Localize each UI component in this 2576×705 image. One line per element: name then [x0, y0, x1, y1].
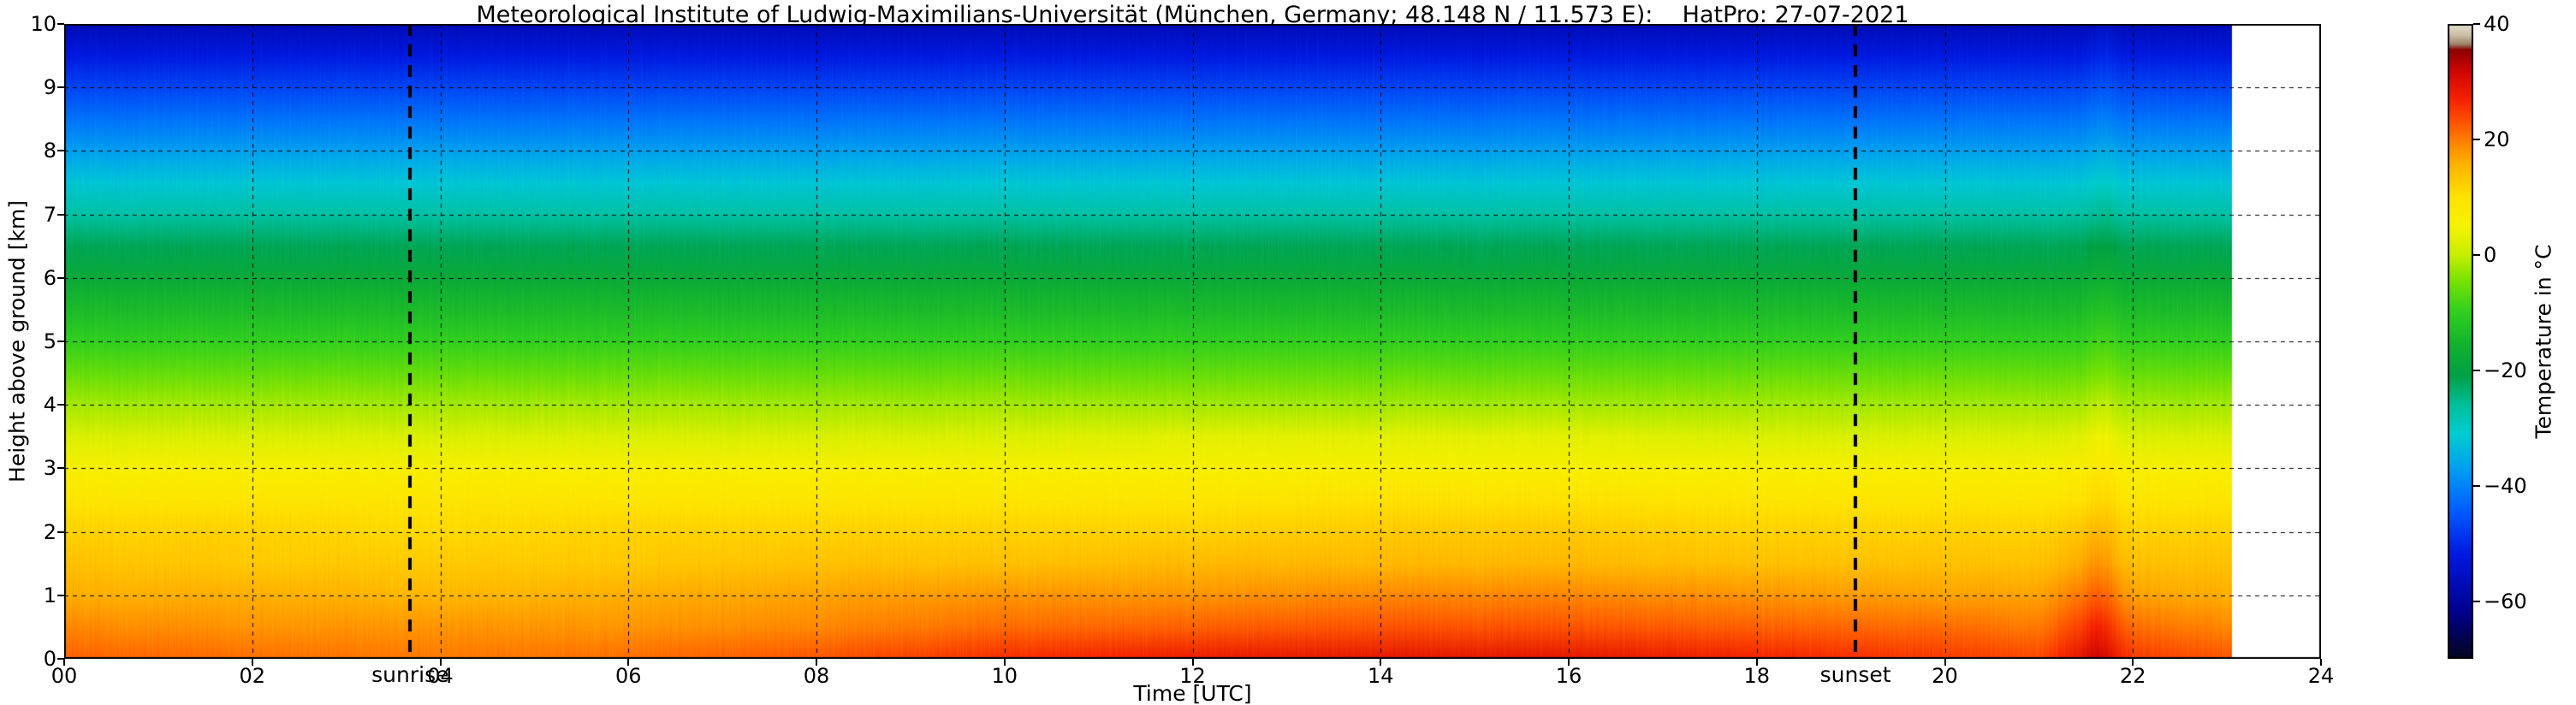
y-tick-mark [57, 404, 64, 406]
y-tick-mark [57, 86, 64, 89]
heatmap-canvas [64, 24, 2321, 659]
x-tick-mark [439, 659, 442, 666]
x-tick-label: 22 [2119, 664, 2146, 688]
x-tick-label: 20 [1932, 664, 1958, 688]
x-tick-label: 08 [803, 664, 830, 688]
x-tick-mark [2320, 659, 2322, 666]
y-tick-label: 7 [43, 202, 56, 227]
y-tick-mark [57, 530, 64, 533]
y-tick-mark [57, 467, 64, 470]
colorbar-tick-label: 20 [2484, 127, 2510, 151]
colorbar-tick-label: −40 [2484, 473, 2527, 498]
x-tick-label: 10 [991, 664, 1018, 688]
chart-title: Meteorological Institute of Ludwig-Maxim… [476, 2, 1909, 28]
y-tick-label: 9 [43, 75, 56, 100]
x-tick-mark [251, 659, 253, 666]
x-tick-mark [1191, 659, 1194, 666]
y-tick-label: 6 [43, 265, 56, 290]
y-tick-label: 3 [43, 456, 56, 481]
colorbar-tick-label: −20 [2484, 358, 2527, 382]
x-tick-mark [1003, 659, 1006, 666]
y-tick-label: 0 [43, 647, 56, 671]
x-tick-mark [63, 659, 65, 666]
x-tick-label: 12 [1179, 664, 1206, 688]
colorbar-tick-mark [2473, 369, 2480, 371]
colorbar-tick-mark [2473, 600, 2480, 602]
colorbar-label: Temperature in °C [2531, 244, 2556, 439]
x-tick-mark [1568, 659, 1570, 666]
y-tick-mark [57, 658, 64, 660]
x-tick-label: 06 [614, 664, 642, 688]
sunrise-label: sunrise [371, 662, 449, 687]
colorbar-tick-mark [2473, 23, 2480, 25]
x-tick-label: 18 [1743, 664, 1771, 688]
x-tick-mark [1755, 659, 1758, 666]
y-tick-label: 1 [43, 583, 56, 607]
x-tick-label: 24 [2307, 664, 2335, 688]
x-tick-label: 16 [1555, 664, 1582, 688]
colorbar-tick-label: 0 [2484, 242, 2497, 267]
x-tick-label: 00 [50, 664, 78, 688]
x-tick-mark [1380, 659, 1382, 666]
colorbar-canvas [2448, 24, 2473, 659]
colorbar-tick-mark [2473, 484, 2480, 487]
x-tick-mark [2132, 659, 2134, 666]
colorbar-tick-label: 40 [2484, 12, 2510, 36]
x-tick-mark [627, 659, 630, 666]
colorbar-tick-label: −60 [2484, 589, 2527, 613]
y-tick-mark [57, 23, 64, 25]
x-axis-label: Time [UTC] [1133, 681, 1252, 705]
sunset-label: sunset [1819, 662, 1891, 687]
y-tick-label: 8 [43, 139, 56, 163]
y-tick-mark [57, 276, 64, 279]
y-tick-label: 4 [43, 393, 56, 418]
x-tick-label: 02 [239, 664, 266, 688]
y-tick-label: 10 [30, 12, 56, 36]
x-tick-mark [1944, 659, 1946, 666]
colorbar-tick-mark [2473, 253, 2480, 256]
y-tick-mark [57, 594, 64, 596]
y-tick-label: 5 [43, 329, 56, 353]
x-tick-label: 14 [1367, 664, 1394, 688]
colorbar-tick-mark [2473, 138, 2480, 140]
x-tick-mark [816, 659, 817, 666]
x-tick-label: 04 [427, 664, 454, 688]
y-tick-mark [57, 213, 64, 216]
y-tick-label: 2 [43, 519, 56, 544]
y-tick-mark [57, 150, 64, 152]
y-tick-mark [57, 341, 64, 342]
